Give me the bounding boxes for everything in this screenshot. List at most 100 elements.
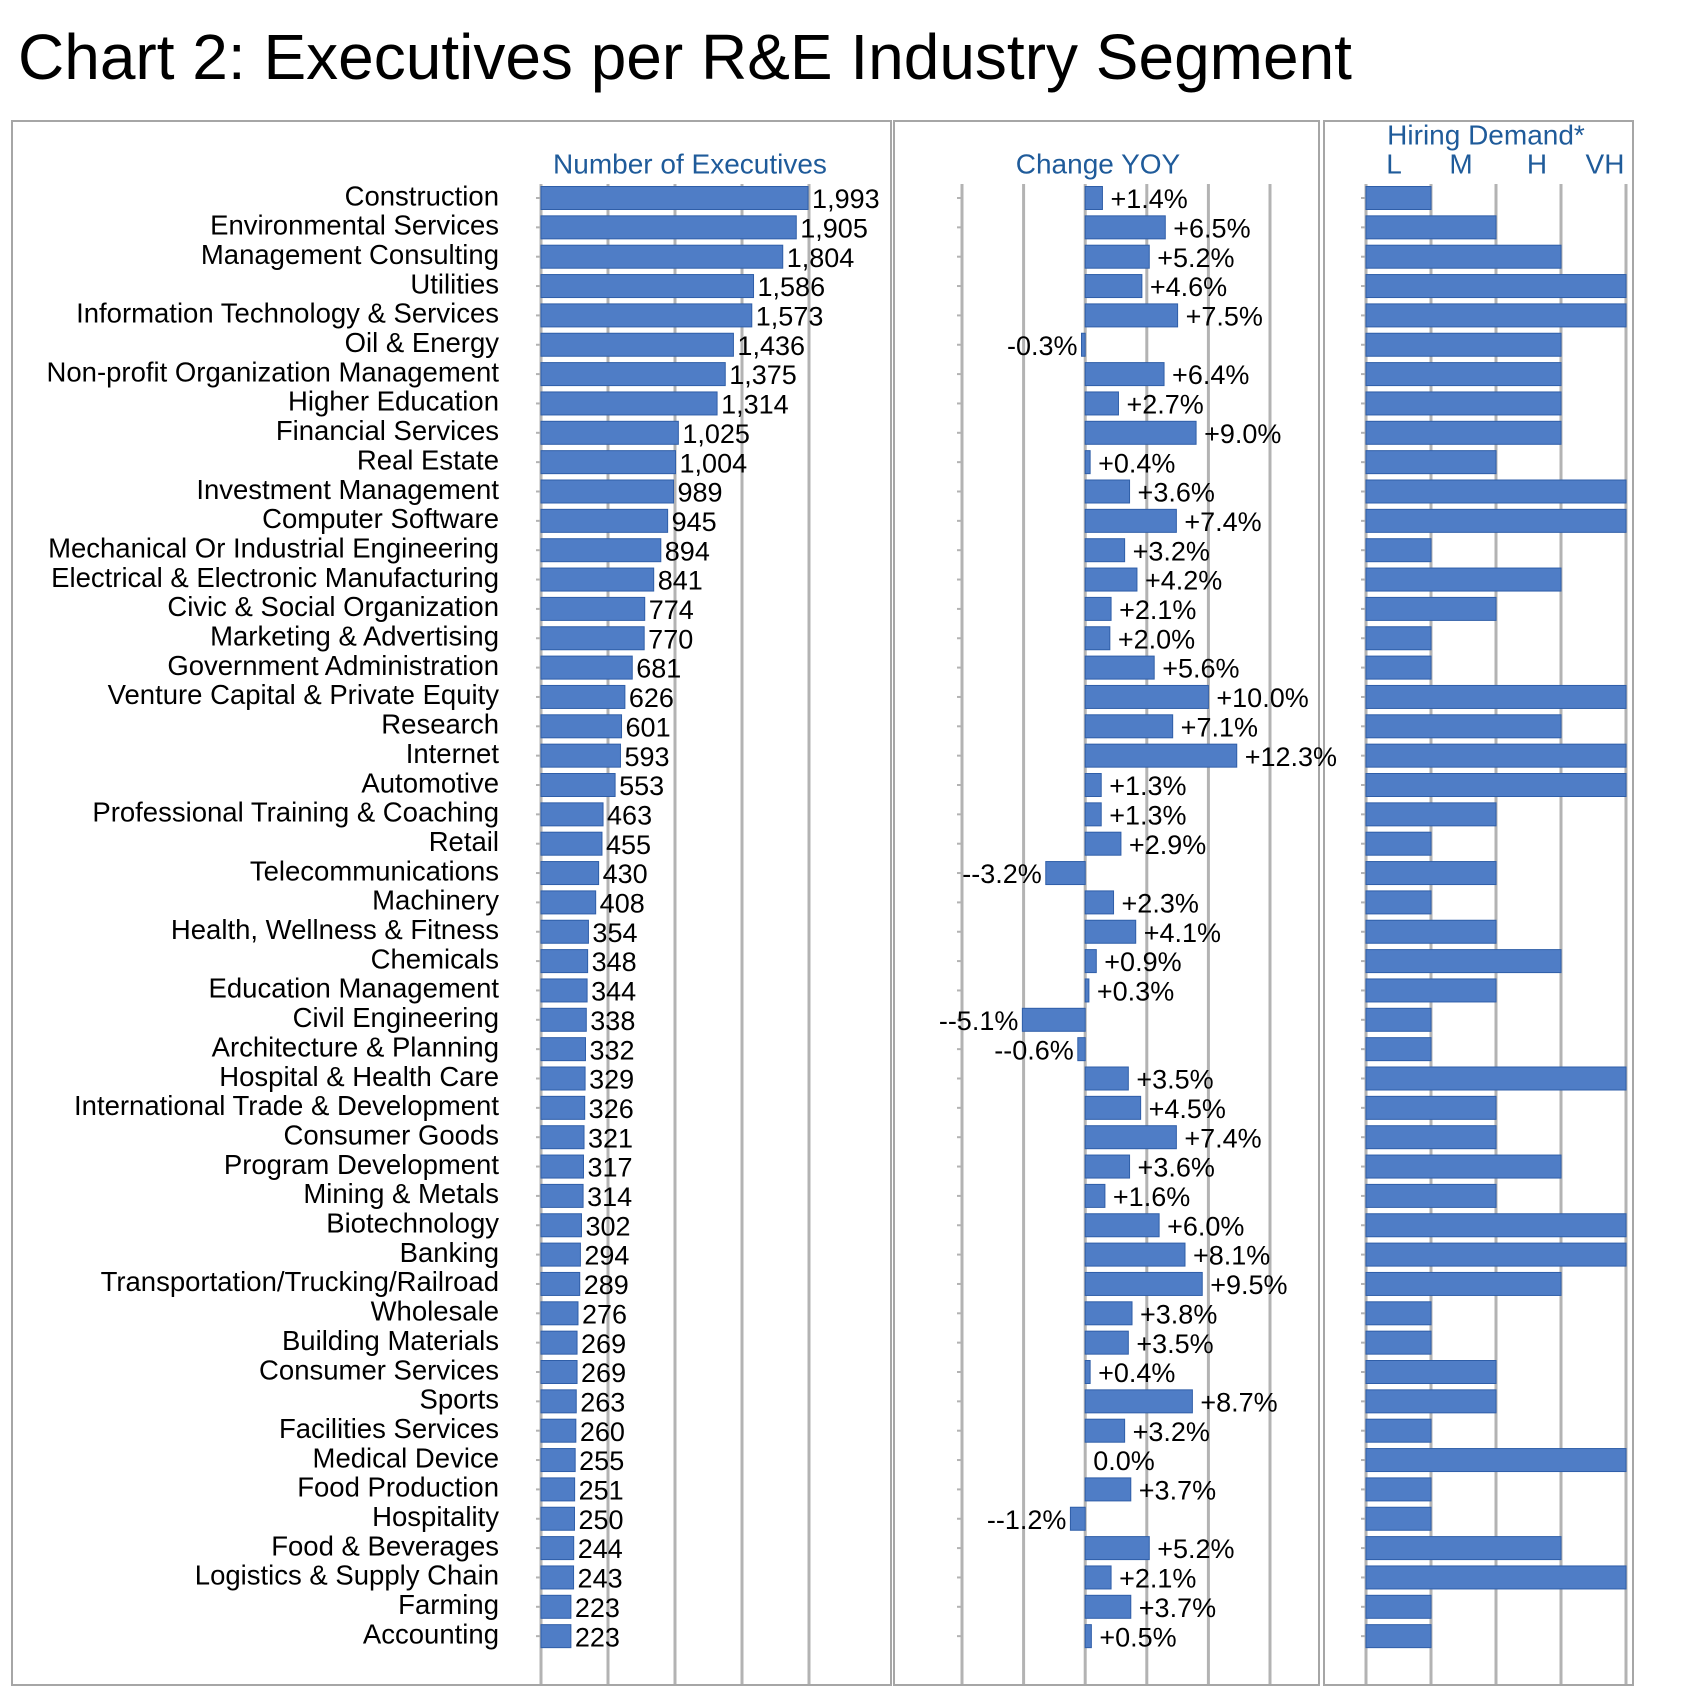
category-label: Architecture & Planning [212, 1031, 499, 1062]
data-label-change-yoy: +3.6% [1138, 478, 1215, 508]
bar-executives [540, 332, 734, 357]
bar-change-yoy [1084, 567, 1138, 592]
data-label-change-yoy: +8.1% [1193, 1241, 1270, 1271]
bar-change-yoy [1084, 1594, 1132, 1619]
data-label-executives: 276 [582, 1299, 627, 1329]
data-label-executives: 223 [575, 1622, 620, 1652]
bar-executives [540, 1594, 572, 1619]
data-label-change-yoy: +2.1% [1119, 1564, 1196, 1594]
category-label: Consumer Services [259, 1354, 499, 1385]
category-label: Venture Capital & Private Equity [108, 679, 500, 710]
bar-change-yoy [1084, 391, 1119, 416]
bar-change-yoy [1084, 538, 1126, 563]
bar-change-yoy [1084, 1624, 1092, 1649]
category-label: Program Development [224, 1149, 499, 1180]
category-label: Transportation/Trucking/Railroad [101, 1266, 499, 1297]
data-label-executives: 1,025 [682, 419, 750, 449]
category-label: Health, Wellness & Fitness [171, 914, 499, 945]
data-label-executives: 321 [588, 1123, 633, 1153]
data-label-change-yoy: +3.2% [1133, 1417, 1210, 1447]
bar-executives [540, 508, 669, 533]
bar-hiring-demand [1365, 596, 1497, 621]
hiring-demand-tick-label: L [1386, 148, 1402, 179]
bar-change-yoy [1084, 743, 1238, 768]
bar-change-yoy [1084, 1271, 1203, 1296]
bar-executives [540, 919, 589, 944]
bar-executives [540, 1565, 575, 1590]
bar-hiring-demand [1365, 332, 1562, 357]
bar-change-yoy [1084, 1418, 1126, 1443]
category-label: Hospital & Health Care [219, 1061, 499, 1092]
bar-change-yoy [1084, 1330, 1129, 1355]
data-label-change-yoy: +1.4% [1110, 184, 1187, 214]
bar-executives [540, 626, 645, 651]
category-label: Environmental Services [210, 210, 499, 241]
bar-hiring-demand [1365, 1271, 1562, 1296]
category-label: Retail [429, 826, 499, 857]
category-label: Logistics & Supply Chain [195, 1560, 499, 1591]
bar-change-yoy [1084, 1301, 1133, 1326]
bar-hiring-demand [1365, 479, 1627, 504]
category-label: Mining & Metals [303, 1178, 499, 1209]
bar-change-yoy [1084, 978, 1090, 1003]
bar-hiring-demand [1365, 1037, 1432, 1062]
bar-hiring-demand [1365, 802, 1497, 827]
bar-change-yoy [1084, 1154, 1131, 1179]
bar-hiring-demand [1365, 391, 1562, 416]
bar-executives [540, 684, 626, 709]
category-label: Oil & Energy [345, 327, 500, 358]
bar-change-yoy [1045, 861, 1086, 886]
data-label-executives: 251 [579, 1476, 624, 1506]
bar-change-yoy [1084, 450, 1091, 475]
category-label: Education Management [209, 973, 500, 1004]
bar-hiring-demand [1365, 1066, 1627, 1091]
bar-hiring-demand [1365, 1154, 1562, 1179]
bar-executives [540, 479, 675, 504]
data-label-change-yoy: +4.6% [1150, 272, 1227, 302]
bar-hiring-demand [1365, 773, 1627, 797]
bar-executives [540, 1330, 578, 1355]
bar-change-yoy [1077, 1037, 1086, 1062]
data-label-executives: 244 [578, 1534, 623, 1564]
bar-executives [540, 1624, 572, 1649]
bar-executives [540, 890, 597, 915]
data-label-change-yoy: +3.5% [1136, 1329, 1213, 1359]
category-label: Building Materials [282, 1325, 499, 1356]
data-label-change-yoy: +0.3% [1097, 977, 1174, 1007]
bar-executives [540, 1183, 584, 1208]
bar-executives [540, 1125, 585, 1150]
bar-hiring-demand [1365, 1418, 1432, 1443]
data-label-executives: 593 [624, 742, 669, 772]
data-label-executives: 1,586 [758, 272, 826, 302]
category-label: Automotive [361, 767, 499, 798]
bar-executives [540, 1066, 586, 1091]
panel-frame-change-yoy [893, 120, 1320, 1686]
category-label: Electrical & Electronic Manufacturing [51, 562, 499, 593]
bar-hiring-demand [1365, 1301, 1432, 1326]
data-label-executives: 626 [629, 683, 674, 713]
bar-hiring-demand [1365, 186, 1432, 210]
bar-hiring-demand [1365, 538, 1432, 563]
data-label-change-yoy: --5.1% [939, 1006, 1019, 1036]
data-label-executives: 774 [649, 595, 694, 625]
data-label-change-yoy: --3.2% [962, 859, 1042, 889]
bar-hiring-demand [1365, 1125, 1497, 1150]
data-label-executives: 317 [587, 1153, 632, 1183]
data-label-executives: 269 [581, 1329, 626, 1359]
category-label: Machinery [372, 885, 499, 916]
bar-executives [540, 420, 679, 445]
data-label-executives: 338 [590, 1006, 635, 1036]
data-label-change-yoy: +2.0% [1118, 624, 1195, 654]
hiring-demand-tick-label: VH [1586, 148, 1625, 179]
data-label-executives: 553 [619, 771, 664, 801]
data-label-change-yoy: +5.2% [1157, 243, 1234, 273]
bar-change-yoy [1084, 1389, 1193, 1414]
data-label-change-yoy: +5.6% [1162, 654, 1239, 684]
bar-change-yoy [1084, 1477, 1132, 1502]
bar-change-yoy [1084, 1213, 1160, 1238]
bar-change-yoy [1084, 274, 1143, 299]
category-label: Information Technology & Services [76, 298, 499, 329]
category-label: International Trade & Development [74, 1090, 499, 1121]
bar-executives [540, 1506, 575, 1531]
bar-hiring-demand [1365, 1242, 1627, 1267]
